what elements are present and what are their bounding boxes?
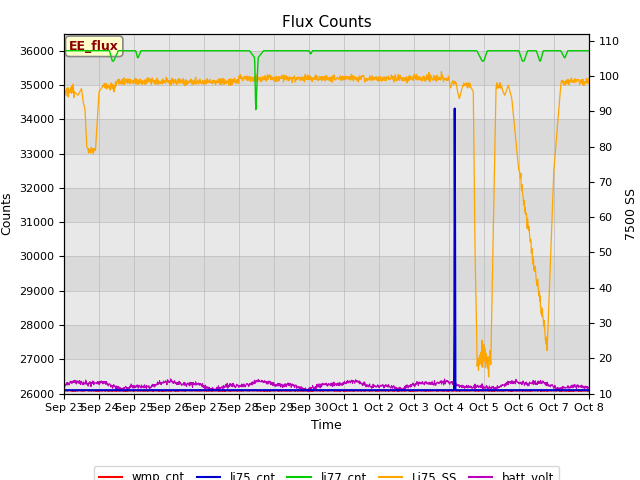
Bar	[64, 325, 589, 360]
Y-axis label: Counts: Counts	[1, 192, 13, 235]
Bar	[64, 188, 589, 222]
Bar	[64, 256, 589, 291]
Y-axis label: 7500 SS: 7500 SS	[625, 188, 638, 240]
Bar	[64, 51, 589, 85]
Title: Flux Counts: Flux Counts	[282, 15, 371, 30]
Legend: wmp_cnt, li75_cnt, li77_cnt, Li75_SS, batt_volt: wmp_cnt, li75_cnt, li77_cnt, Li75_SS, ba…	[94, 466, 559, 480]
Bar	[64, 120, 589, 154]
X-axis label: Time: Time	[311, 419, 342, 432]
Text: EE_flux: EE_flux	[69, 40, 119, 53]
